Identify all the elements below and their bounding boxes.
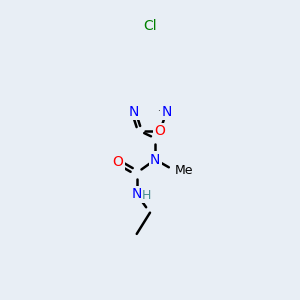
Text: O: O <box>113 155 124 169</box>
Text: Cl: Cl <box>143 19 157 32</box>
Text: N: N <box>161 105 172 119</box>
Text: H: H <box>142 190 151 202</box>
Text: N: N <box>128 105 139 119</box>
Text: N: N <box>131 187 142 201</box>
Text: O: O <box>155 124 166 138</box>
Text: N: N <box>150 153 160 166</box>
Text: Me: Me <box>175 164 194 177</box>
